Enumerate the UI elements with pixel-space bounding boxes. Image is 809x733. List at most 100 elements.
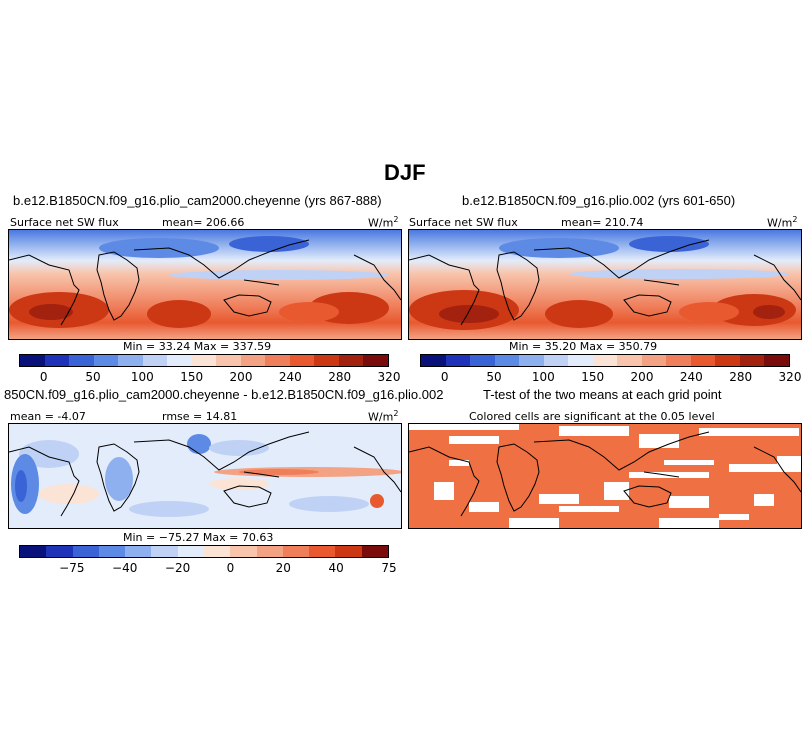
bl-labelbar-box	[335, 546, 362, 557]
bl-labelbar-box	[256, 546, 283, 557]
tr-tick-label: 0	[440, 370, 449, 384]
panel-tl-labelbar	[19, 354, 389, 367]
tl-labelbar-box	[216, 355, 241, 366]
tr-itcz-band	[569, 269, 789, 279]
page-title: DJF	[384, 160, 426, 185]
panel-tl-map	[8, 229, 402, 340]
tr-labelbar-box	[421, 355, 446, 366]
tl-labelbar-box	[20, 355, 45, 366]
tr-labelbar-box	[690, 355, 716, 366]
tr-labelbar-box	[470, 355, 495, 366]
tr-tick-label: 50	[486, 370, 502, 384]
bl-labelbar-box	[72, 546, 99, 557]
bl-tick-label: 0	[226, 561, 235, 575]
bl-tick-label: −75	[59, 561, 85, 575]
tl-labelbar-box	[69, 355, 94, 366]
panel-tr-left-label: Surface net SW flux	[409, 216, 518, 229]
tl-labelbar-box	[289, 355, 315, 366]
tl-labelbar-box	[314, 355, 339, 366]
tl-tick-label: 100	[130, 370, 154, 384]
tl-labelbar-box	[363, 355, 388, 366]
panel-tr-case-title: b.e12.B1850CN.f09_g16.plio.002 (yrs 601-…	[462, 193, 736, 208]
tl-labelbar-box	[338, 355, 364, 366]
tl-tick-label: 0	[39, 370, 48, 384]
bl-labelbar-box	[309, 546, 336, 557]
panel-br-case-title: T-test of the two means at each grid poi…	[483, 387, 722, 402]
tl-tick-label: 150	[180, 370, 204, 384]
tr-labelbar-box	[543, 355, 569, 366]
tr-labelbar-box	[666, 355, 691, 366]
panel-bl-map	[8, 423, 402, 529]
bl-labelbar-box	[125, 546, 152, 557]
panel-bl-labelbar	[19, 545, 389, 558]
bl-tick-label: 75	[381, 561, 397, 575]
tr-labelbar-box	[715, 355, 740, 366]
panel-tr-units: W/m2	[767, 215, 798, 230]
tr-tick-label: 100	[531, 370, 555, 384]
tr-tick-label: 150	[581, 370, 605, 384]
tl-labelbar-box	[167, 355, 192, 366]
bl-labelbar-box	[98, 546, 126, 557]
panel-bl-center-label: rmse = 14.81	[162, 410, 238, 423]
panel-bl-units: W/m2	[368, 409, 399, 424]
bl-pos-spot	[370, 494, 384, 508]
tr-coastlines	[409, 239, 801, 326]
tl-tick-label: 320	[377, 370, 401, 384]
panel-tr-labelbar	[420, 354, 790, 367]
bl-tick-label: 20	[275, 561, 291, 575]
panel-tr-center-label: mean= 210.74	[561, 216, 644, 229]
bl-labelbar-box	[46, 546, 73, 557]
bl-labelbar-box	[203, 546, 231, 557]
panel-tl-minmax: Min = 33.24 Max = 337.59	[123, 340, 272, 353]
tr-labelbar-box	[568, 355, 593, 366]
tl-labelbar-box	[118, 355, 143, 366]
bl-tick-label: 40	[328, 561, 344, 575]
tl-tick-label: 50	[85, 370, 101, 384]
bl-labelbar-box	[151, 546, 178, 557]
panel-br-map	[408, 423, 802, 529]
tr-tick-label: 280	[729, 370, 753, 384]
tr-labelbar-box	[592, 355, 618, 366]
tl-coastlines	[9, 239, 401, 326]
bl-tick-label: −20	[164, 561, 191, 575]
bl-labelbar-box	[282, 546, 310, 557]
tl-tick-label: 280	[328, 370, 352, 384]
tl-labelbar-box	[240, 355, 266, 366]
bl-labelbar-box	[230, 546, 257, 557]
tl-hot-indian	[147, 300, 211, 328]
tr-labelbar-box	[445, 355, 471, 366]
panel-tr-minmax: Min = 35.20 Max = 350.79	[509, 340, 658, 353]
tr-labelbar-box	[739, 355, 765, 366]
panel-bl-minmax: Min = −75.27 Max = 70.63	[123, 531, 274, 544]
tl-labelbar-box	[265, 355, 290, 366]
tl-itcz-band	[169, 270, 389, 280]
panel-tr-map	[408, 229, 802, 340]
tr-labelbar-box	[764, 355, 789, 366]
tr-labelbar-box	[617, 355, 642, 366]
tr-labelbar-box	[494, 355, 520, 366]
tl-labelbar-box	[93, 355, 119, 366]
tr-labelbar-box	[641, 355, 667, 366]
panel-tl-center-label: mean= 206.66	[162, 216, 245, 229]
panel-bl-left-label: mean = -4.07	[10, 410, 86, 423]
tr-tick-label: 240	[679, 370, 703, 384]
tr-tick-label: 200	[630, 370, 654, 384]
tr-labelbar-box	[519, 355, 544, 366]
panel-br-center-label: Colored cells are significant at the 0.0…	[469, 410, 715, 423]
bl-labelbar-box	[20, 546, 47, 557]
panel-tl-units: W/m2	[368, 215, 399, 230]
tl-labelbar-box	[142, 355, 168, 366]
bl-labelbar-box	[177, 546, 204, 557]
bl-neg-africa	[105, 457, 133, 501]
tr-hot-indian	[545, 300, 613, 328]
bl-coastlines	[9, 431, 401, 517]
tr-tick-label: 320	[778, 370, 802, 384]
tl-tick-label: 200	[229, 370, 253, 384]
tl-labelbar-box	[44, 355, 70, 366]
bl-labelbar-box	[361, 546, 388, 557]
panel-tl-left-label: Surface net SW flux	[10, 216, 119, 229]
panel-bl-case-title: 850CN.f09_g16.plio_cam2000.cheyenne - b.…	[4, 387, 444, 402]
tl-tick-label: 240	[278, 370, 302, 384]
br-coastlines	[409, 431, 801, 517]
panel-tl-case-title: b.e12.B1850CN.f09_g16.plio_cam2000.cheye…	[13, 193, 382, 208]
